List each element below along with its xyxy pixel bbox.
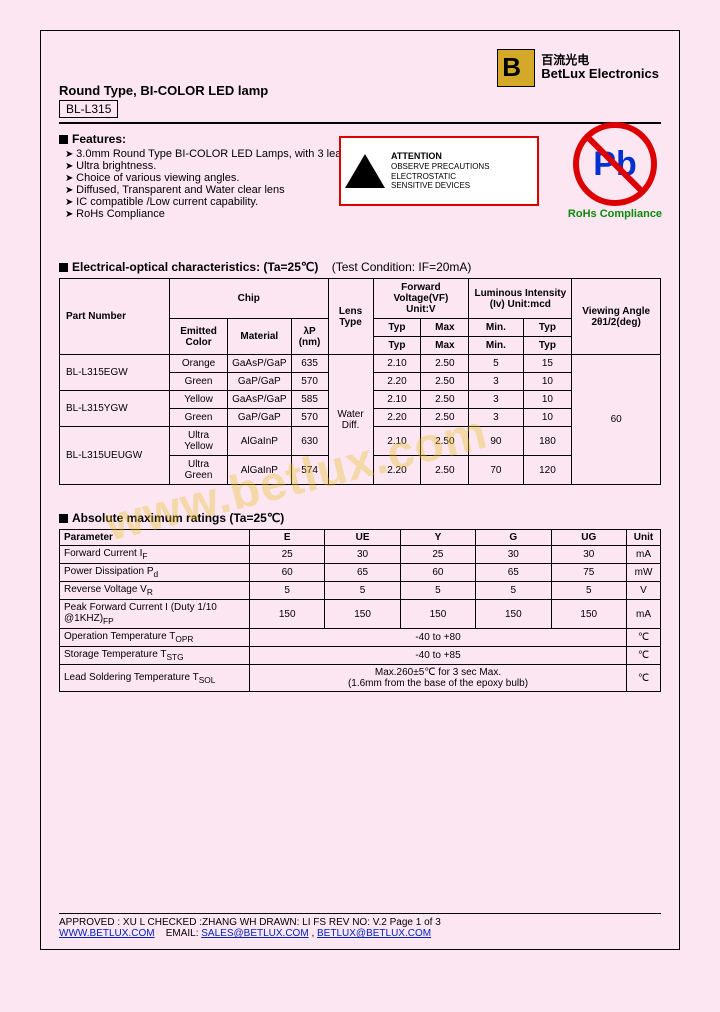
section1-heading: Electrical-optical characteristics: (Ta=… bbox=[72, 260, 318, 274]
esd-title: ATTENTION bbox=[391, 151, 490, 162]
footer-site-link[interactable]: WWW.BETLUX.COM bbox=[59, 928, 155, 939]
page-footer: APPROVED : XU L CHECKED :ZHANG WH DRAWN:… bbox=[59, 913, 661, 939]
esd-line: OBSERVE PRECAUTIONS bbox=[391, 162, 490, 172]
logo-icon bbox=[497, 49, 535, 87]
col-max: Max bbox=[421, 337, 469, 355]
table-row: BL-L315EGW bbox=[60, 355, 170, 391]
col-vf: Forward Voltage(VF) Unit:V bbox=[373, 279, 469, 319]
footer-email-label: EMAIL: bbox=[166, 928, 199, 939]
features-section: Features: 3.0mm Round Type BI-COLOR LED … bbox=[59, 132, 661, 220]
table-row: BL-L315YGW bbox=[60, 391, 170, 427]
col-min: Min. bbox=[469, 319, 523, 337]
col-angle: Viewing Angle 2θ1/2(deg) bbox=[572, 279, 661, 355]
table-row: Lead Soldering Temperature TSOL bbox=[60, 665, 250, 692]
section1-condition: (Test Condition: IF=20mA) bbox=[332, 260, 472, 274]
footer-email-link[interactable]: BETLUX@BETLUX.COM bbox=[317, 928, 431, 939]
lens-value: Water Diff. bbox=[328, 355, 373, 485]
part-number: BL-L315 bbox=[59, 100, 118, 118]
col-partnumber: Part Number bbox=[60, 279, 170, 355]
col-lp: λP (nm) bbox=[291, 319, 328, 355]
col-typ: Typ bbox=[373, 337, 421, 355]
table-row: Power Dissipation Pd bbox=[60, 564, 250, 582]
table-row: BL-L315UEUGW bbox=[60, 427, 170, 485]
col-lens: Lens Type bbox=[328, 279, 373, 355]
section2-heading: Absolute maximum ratings (Ta=25℃) bbox=[72, 511, 284, 525]
footer-approval: APPROVED : XU L CHECKED :ZHANG WH DRAWN:… bbox=[59, 917, 661, 928]
esd-line: ELECTROSTATIC bbox=[391, 172, 490, 182]
esd-line: SENSITIVE DEVICES bbox=[391, 181, 490, 191]
company-name-en: BetLux Electronics bbox=[541, 67, 659, 81]
col-chip: Chip bbox=[170, 279, 329, 319]
datasheet-page: 百流光电 BetLux Electronics Round Type, BI-C… bbox=[40, 30, 680, 950]
esd-triangle-icon bbox=[345, 154, 385, 188]
features-heading: Features: bbox=[72, 132, 126, 146]
footer-email-link[interactable]: SALES@BETLUX.COM bbox=[201, 928, 308, 939]
pb-symbol: Pb bbox=[593, 145, 636, 184]
rohs-badge: Pb RoHs Compliance bbox=[567, 122, 663, 220]
col-typ: Typ bbox=[523, 319, 572, 337]
table-row: Storage Temperature TSTG bbox=[60, 647, 250, 665]
electro-optical-table: Part Number Chip Lens Type Forward Volta… bbox=[59, 278, 661, 485]
esd-warning: ATTENTION OBSERVE PRECAUTIONS ELECTROSTA… bbox=[339, 136, 539, 206]
company-logo: 百流光电 BetLux Electronics bbox=[497, 49, 659, 87]
col-min: Min. bbox=[469, 337, 523, 355]
col-iv: Luminous Intensity (Iv) Unit:mcd bbox=[469, 279, 572, 319]
table-row: Peak Forward Current I (Duty 1/10 @1KHZ)… bbox=[60, 600, 250, 629]
table-row: Reverse Voltage VR bbox=[60, 582, 250, 600]
rohs-label: RoHs Compliance bbox=[567, 208, 663, 220]
col-typ: Typ bbox=[373, 319, 421, 337]
col-max: Max bbox=[421, 319, 469, 337]
angle-value: 60 bbox=[572, 355, 661, 485]
col-material: Material bbox=[228, 319, 291, 355]
abs-max-ratings-table: Parameter E UE Y G UG Unit Forward Curre… bbox=[59, 529, 661, 692]
col-unit: Unit bbox=[627, 530, 661, 546]
col-typ: Typ bbox=[523, 337, 572, 355]
col-color: Emitted Color bbox=[170, 319, 228, 355]
table-row: Operation Temperature TOPR bbox=[60, 629, 250, 647]
table-row: Forward Current IF bbox=[60, 546, 250, 564]
col-parameter: Parameter bbox=[60, 530, 250, 546]
